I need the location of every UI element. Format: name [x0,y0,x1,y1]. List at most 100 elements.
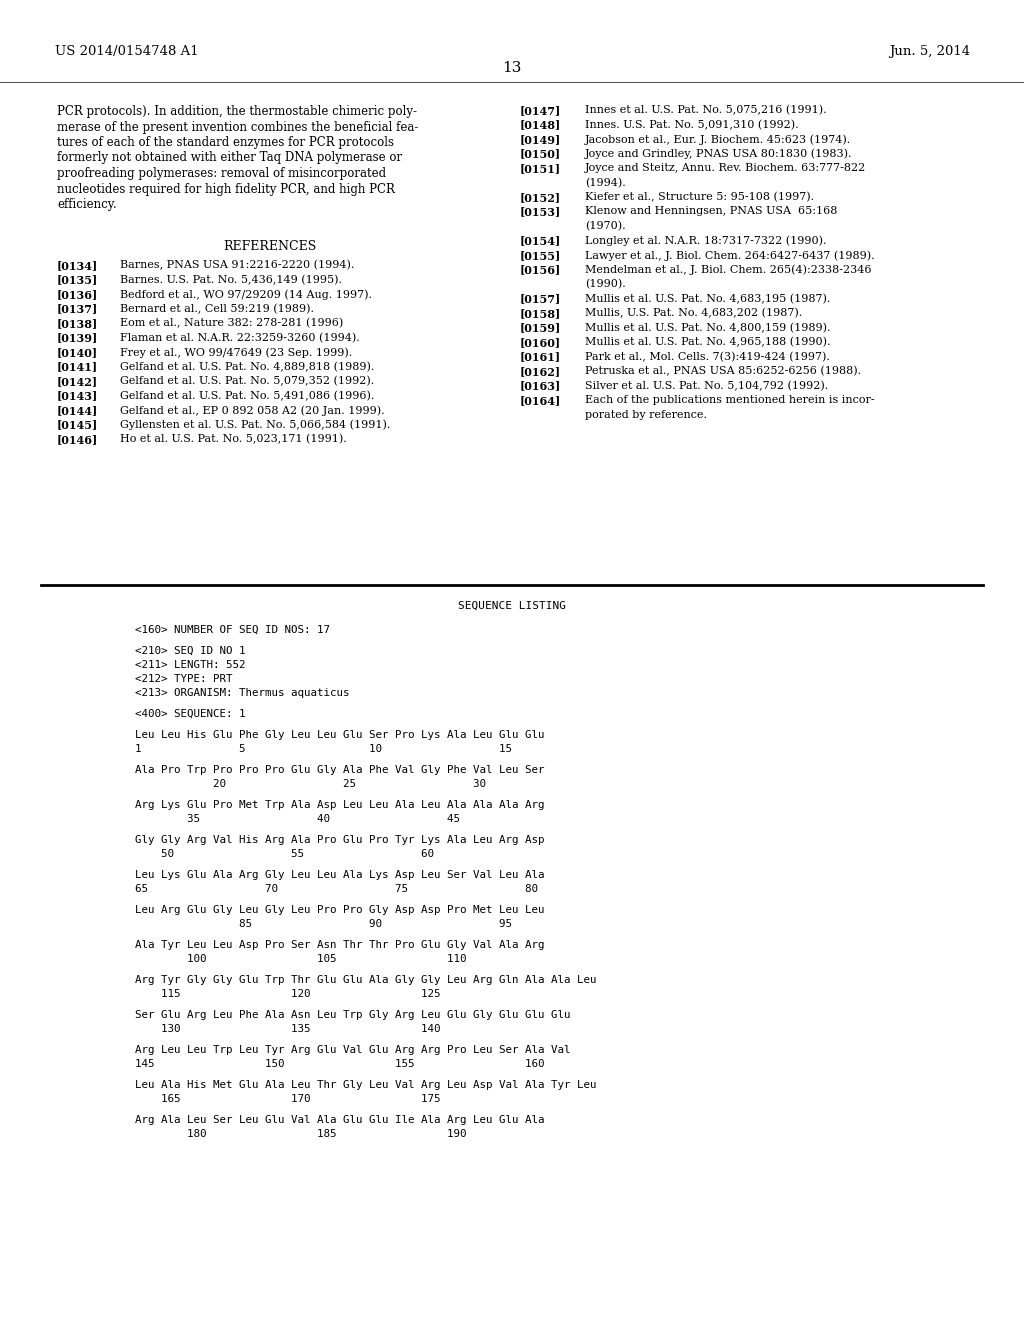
Text: Gelfand et al. U.S. Pat. No. 5,079,352 (1992).: Gelfand et al. U.S. Pat. No. 5,079,352 (… [120,376,374,387]
Text: Joyce and Grindley, PNAS USA 80:1830 (1983).: Joyce and Grindley, PNAS USA 80:1830 (19… [585,149,853,160]
Text: <213> ORGANISM: Thermus aquaticus: <213> ORGANISM: Thermus aquaticus [135,688,349,698]
Text: 180                 185                 190: 180 185 190 [135,1129,467,1139]
Text: (1990).: (1990). [585,279,626,289]
Text: Arg Lys Glu Pro Met Trp Ala Asp Leu Leu Ala Leu Ala Ala Ala Arg: Arg Lys Glu Pro Met Trp Ala Asp Leu Leu … [135,800,545,810]
Text: 165                 170                 175: 165 170 175 [135,1094,440,1104]
Text: 1               5                   10                  15: 1 5 10 15 [135,744,512,754]
Text: [0144]: [0144] [57,405,98,416]
Text: Joyce and Steitz, Annu. Rev. Biochem. 63:777-822: Joyce and Steitz, Annu. Rev. Biochem. 63… [585,162,866,173]
Text: [0152]: [0152] [520,191,561,203]
Text: US 2014/0154748 A1: US 2014/0154748 A1 [55,45,199,58]
Text: [0140]: [0140] [57,347,98,358]
Text: SEQUENCE LISTING: SEQUENCE LISTING [458,601,566,611]
Text: 145                 150                 155                 160: 145 150 155 160 [135,1059,545,1069]
Text: Bernard et al., Cell 59:219 (1989).: Bernard et al., Cell 59:219 (1989). [120,304,314,314]
Text: [0160]: [0160] [520,337,561,348]
Text: Ala Tyr Leu Leu Asp Pro Ser Asn Thr Thr Pro Glu Gly Val Ala Arg: Ala Tyr Leu Leu Asp Pro Ser Asn Thr Thr … [135,940,545,950]
Text: porated by reference.: porated by reference. [585,409,707,420]
Text: Ala Pro Trp Pro Pro Pro Glu Gly Ala Phe Val Gly Phe Val Leu Ser: Ala Pro Trp Pro Pro Pro Glu Gly Ala Phe … [135,766,545,775]
Text: [0135]: [0135] [57,275,98,285]
Text: [0145]: [0145] [57,420,98,430]
Text: 20                  25                  30: 20 25 30 [135,779,486,789]
Text: [0154]: [0154] [520,235,561,247]
Text: Gelfand et al., EP 0 892 058 A2 (20 Jan. 1999).: Gelfand et al., EP 0 892 058 A2 (20 Jan.… [120,405,385,416]
Text: [0147]: [0147] [520,106,561,116]
Text: [0150]: [0150] [520,149,561,160]
Text: [0162]: [0162] [520,366,561,378]
Text: Longley et al. N.A.R. 18:7317-7322 (1990).: Longley et al. N.A.R. 18:7317-7322 (1990… [585,235,826,246]
Text: [0134]: [0134] [57,260,98,271]
Text: <211> LENGTH: 552: <211> LENGTH: 552 [135,660,246,671]
Text: [0136]: [0136] [57,289,98,300]
Text: Barnes. U.S. Pat. No. 5,436,149 (1995).: Barnes. U.S. Pat. No. 5,436,149 (1995). [120,275,342,285]
Text: <400> SEQUENCE: 1: <400> SEQUENCE: 1 [135,709,246,719]
Text: Mullis, U.S. Pat. No. 4,683,202 (1987).: Mullis, U.S. Pat. No. 4,683,202 (1987). [585,308,802,318]
Text: 100                 105                 110: 100 105 110 [135,954,467,964]
Text: [0146]: [0146] [57,434,98,445]
Text: [0164]: [0164] [520,395,561,407]
Text: [0148]: [0148] [520,120,561,131]
Text: <160> NUMBER OF SEQ ID NOS: 17: <160> NUMBER OF SEQ ID NOS: 17 [135,624,330,635]
Text: [0161]: [0161] [520,351,561,363]
Text: [0138]: [0138] [57,318,98,329]
Text: Gyllensten et al. U.S. Pat. No. 5,066,584 (1991).: Gyllensten et al. U.S. Pat. No. 5,066,58… [120,420,390,430]
Text: Park et al., Mol. Cells. 7(3):419-424 (1997).: Park et al., Mol. Cells. 7(3):419-424 (1… [585,351,829,362]
Text: Jun. 5, 2014: Jun. 5, 2014 [889,45,970,58]
Text: Barnes, PNAS USA 91:2216-2220 (1994).: Barnes, PNAS USA 91:2216-2220 (1994). [120,260,354,271]
Text: 50                  55                  60: 50 55 60 [135,849,434,859]
Text: [0163]: [0163] [520,380,561,392]
Text: proofreading polymerases: removal of misincorporated: proofreading polymerases: removal of mis… [57,168,386,180]
Text: Leu Lys Glu Ala Arg Gly Leu Leu Ala Lys Asp Leu Ser Val Leu Ala: Leu Lys Glu Ala Arg Gly Leu Leu Ala Lys … [135,870,545,880]
Text: Bedford et al., WO 97/29209 (14 Aug. 1997).: Bedford et al., WO 97/29209 (14 Aug. 199… [120,289,372,300]
Text: nucleotides required for high fidelity PCR, and high PCR: nucleotides required for high fidelity P… [57,182,395,195]
Text: [0158]: [0158] [520,308,561,319]
Text: formerly not obtained with either Taq DNA polymerase or: formerly not obtained with either Taq DN… [57,152,402,165]
Text: [0153]: [0153] [520,206,561,218]
Text: [0159]: [0159] [520,322,561,334]
Text: Petruska et al., PNAS USA 85:6252-6256 (1988).: Petruska et al., PNAS USA 85:6252-6256 (… [585,366,861,376]
Text: Gelfand et al. U.S. Pat. No. 4,889,818 (1989).: Gelfand et al. U.S. Pat. No. 4,889,818 (… [120,362,375,372]
Text: 115                 120                 125: 115 120 125 [135,989,440,999]
Text: Frey et al., WO 99/47649 (23 Sep. 1999).: Frey et al., WO 99/47649 (23 Sep. 1999). [120,347,352,358]
Text: Flaman et al. N.A.R. 22:3259-3260 (1994).: Flaman et al. N.A.R. 22:3259-3260 (1994)… [120,333,359,343]
Text: Each of the publications mentioned herein is incor-: Each of the publications mentioned herei… [585,395,874,405]
Text: Lawyer et al., J. Biol. Chem. 264:6427-6437 (1989).: Lawyer et al., J. Biol. Chem. 264:6427-6… [585,249,874,260]
Text: Ser Glu Arg Leu Phe Ala Asn Leu Trp Gly Arg Leu Glu Gly Glu Glu Glu: Ser Glu Arg Leu Phe Ala Asn Leu Trp Gly … [135,1010,570,1020]
Text: efficiency.: efficiency. [57,198,117,211]
Text: PCR protocols). In addition, the thermostable chimeric poly-: PCR protocols). In addition, the thermos… [57,106,417,117]
Text: <212> TYPE: PRT: <212> TYPE: PRT [135,675,232,684]
Text: [0137]: [0137] [57,304,98,314]
Text: Arg Leu Leu Trp Leu Tyr Arg Glu Val Glu Arg Arg Pro Leu Ser Ala Val: Arg Leu Leu Trp Leu Tyr Arg Glu Val Glu … [135,1045,570,1055]
Text: Eom et al., Nature 382: 278-281 (1996): Eom et al., Nature 382: 278-281 (1996) [120,318,343,329]
Text: Silver et al. U.S. Pat. No. 5,104,792 (1992).: Silver et al. U.S. Pat. No. 5,104,792 (1… [585,380,828,391]
Text: Mullis et al. U.S. Pat. No. 4,800,159 (1989).: Mullis et al. U.S. Pat. No. 4,800,159 (1… [585,322,830,333]
Text: tures of each of the standard enzymes for PCR protocols: tures of each of the standard enzymes fo… [57,136,394,149]
Text: [0156]: [0156] [520,264,561,276]
Text: [0141]: [0141] [57,362,98,372]
Text: Ho et al. U.S. Pat. No. 5,023,171 (1991).: Ho et al. U.S. Pat. No. 5,023,171 (1991)… [120,434,347,445]
Text: [0139]: [0139] [57,333,98,343]
Text: Leu Ala His Met Glu Ala Leu Thr Gly Leu Val Arg Leu Asp Val Ala Tyr Leu: Leu Ala His Met Glu Ala Leu Thr Gly Leu … [135,1080,597,1090]
Text: [0149]: [0149] [520,135,561,145]
Text: (1994).: (1994). [585,177,626,187]
Text: [0142]: [0142] [57,376,98,387]
Text: 35                  40                  45: 35 40 45 [135,814,460,824]
Text: 13: 13 [503,61,521,75]
Text: [0157]: [0157] [520,293,561,305]
Text: 85                  90                  95: 85 90 95 [135,919,512,929]
Text: Kiefer et al., Structure 5: 95-108 (1997).: Kiefer et al., Structure 5: 95-108 (1997… [585,191,814,202]
Text: merase of the present invention combines the beneficial fea-: merase of the present invention combines… [57,120,419,133]
Text: Klenow and Henningsen, PNAS USA  65:168: Klenow and Henningsen, PNAS USA 65:168 [585,206,838,216]
Text: Leu Arg Glu Gly Leu Gly Leu Pro Pro Gly Asp Asp Pro Met Leu Leu: Leu Arg Glu Gly Leu Gly Leu Pro Pro Gly … [135,906,545,915]
Text: Leu Leu His Glu Phe Gly Leu Leu Glu Ser Pro Lys Ala Leu Glu Glu: Leu Leu His Glu Phe Gly Leu Leu Glu Ser … [135,730,545,741]
Text: 130                 135                 140: 130 135 140 [135,1024,440,1034]
Text: (1970).: (1970). [585,220,626,231]
Text: Innes. U.S. Pat. No. 5,091,310 (1992).: Innes. U.S. Pat. No. 5,091,310 (1992). [585,120,799,129]
Text: 65                  70                  75                  80: 65 70 75 80 [135,884,538,894]
Text: <210> SEQ ID NO 1: <210> SEQ ID NO 1 [135,645,246,656]
Text: Mendelman et al., J. Biol. Chem. 265(4):2338-2346: Mendelman et al., J. Biol. Chem. 265(4):… [585,264,871,275]
Text: [0155]: [0155] [520,249,561,261]
Text: Gly Gly Arg Val His Arg Ala Pro Glu Pro Tyr Lys Ala Leu Arg Asp: Gly Gly Arg Val His Arg Ala Pro Glu Pro … [135,836,545,845]
Text: Innes et al. U.S. Pat. No. 5,075,216 (1991).: Innes et al. U.S. Pat. No. 5,075,216 (19… [585,106,826,115]
Text: Mullis et al. U.S. Pat. No. 4,965,188 (1990).: Mullis et al. U.S. Pat. No. 4,965,188 (1… [585,337,830,347]
